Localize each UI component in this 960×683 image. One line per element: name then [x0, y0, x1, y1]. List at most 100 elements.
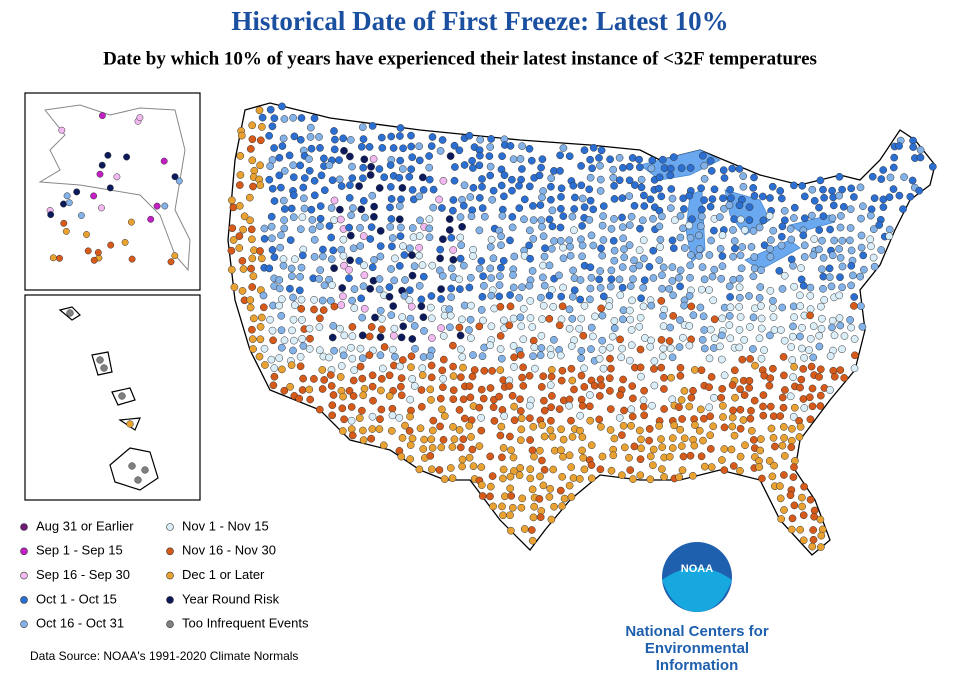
legend-marker — [20, 620, 28, 629]
station-dot — [477, 385, 486, 394]
station-dot — [270, 253, 279, 262]
station-dot — [606, 343, 614, 352]
station-dot — [519, 382, 528, 390]
station-dot — [769, 364, 777, 373]
legend-label: Too Infrequent Events — [182, 616, 309, 631]
station-dot — [568, 376, 577, 385]
station-dot — [289, 173, 298, 182]
station-dot — [359, 426, 367, 435]
station-dot — [825, 264, 834, 273]
station-dot — [586, 295, 594, 304]
station-dot — [376, 227, 385, 235]
station-dot — [395, 215, 404, 224]
station-dot — [347, 416, 356, 425]
station-dot — [726, 293, 734, 301]
station-dot — [319, 306, 328, 314]
station-dot — [776, 187, 785, 195]
station-dot — [297, 304, 306, 313]
station-dot — [596, 267, 605, 275]
station-dot — [706, 431, 715, 440]
station-dot — [538, 421, 547, 429]
station-dot — [73, 188, 81, 196]
station-dot — [256, 181, 265, 190]
station-dot — [598, 345, 607, 354]
station-dot — [436, 147, 445, 155]
station-dot — [469, 252, 477, 260]
station-dot — [438, 405, 446, 414]
station-dot — [406, 244, 414, 253]
station-dot — [246, 296, 255, 304]
station-dot — [799, 231, 808, 240]
station-dot — [516, 464, 525, 472]
station-dot — [417, 295, 426, 304]
station-dot — [706, 412, 715, 421]
station-dot — [619, 234, 628, 243]
station-dot — [66, 309, 74, 317]
station-dot — [629, 475, 637, 483]
station-dot — [786, 225, 795, 233]
station-dot — [640, 254, 648, 263]
station-dot — [478, 292, 487, 301]
station-dot — [429, 203, 438, 212]
station-dot — [705, 286, 713, 294]
station-dot — [288, 326, 296, 335]
station-dot — [595, 354, 604, 363]
station-dot — [710, 185, 719, 194]
station-dot — [870, 262, 879, 271]
station-dot — [707, 167, 716, 175]
station-dot — [741, 441, 749, 450]
station-dot — [288, 272, 296, 281]
station-dot — [635, 155, 643, 164]
station-dot — [787, 255, 796, 264]
station-dot — [427, 373, 436, 382]
station-dot — [299, 374, 307, 383]
station-dot — [735, 165, 744, 173]
station-dot — [425, 152, 433, 160]
station-dot — [819, 272, 828, 281]
station-dot — [708, 272, 717, 281]
station-dot — [306, 133, 315, 141]
station-dot — [578, 446, 586, 455]
station-dot — [625, 356, 634, 365]
station-dot — [859, 202, 867, 211]
station-dot — [607, 466, 616, 475]
station-dot — [760, 346, 768, 354]
station-dot — [458, 455, 467, 464]
station-dot — [606, 426, 615, 434]
station-dot — [909, 143, 918, 151]
station-dot — [808, 402, 817, 411]
station-dot — [506, 472, 515, 481]
station-dot — [465, 131, 474, 140]
station-dot — [318, 366, 327, 374]
station-dot — [385, 283, 394, 291]
station-dot — [539, 232, 548, 241]
station-dot — [658, 155, 667, 164]
station-dot — [787, 436, 796, 445]
station-dot — [478, 492, 487, 500]
station-dot — [268, 246, 277, 254]
station-dot — [818, 236, 826, 245]
station-dot — [329, 391, 338, 399]
station-dot — [468, 372, 477, 381]
station-dot — [759, 402, 767, 411]
station-dot — [550, 237, 558, 245]
station-dot — [290, 132, 299, 141]
station-dot — [467, 433, 475, 441]
station-dot — [570, 286, 579, 295]
station-dot — [840, 374, 849, 382]
station-dot — [470, 366, 479, 374]
station-dot — [408, 153, 417, 162]
legend-marker — [20, 547, 28, 556]
station-dot — [370, 256, 378, 264]
station-dot — [635, 246, 644, 255]
station-dot — [689, 386, 697, 395]
station-dot — [98, 161, 106, 169]
station-dot — [606, 387, 614, 395]
station-dot — [728, 413, 737, 422]
station-dot — [347, 403, 356, 411]
station-dot — [789, 412, 798, 421]
station-dot — [485, 152, 494, 160]
station-dot — [497, 263, 505, 272]
station-dot — [796, 302, 805, 310]
